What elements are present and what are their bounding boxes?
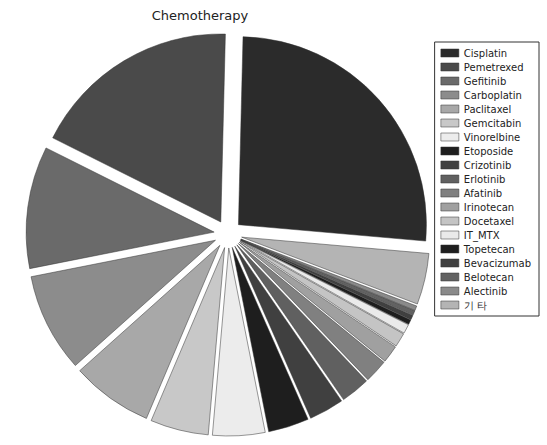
svg-text:Carboplatin: Carboplatin <box>464 90 522 101</box>
svg-text:Alectinib: Alectinib <box>464 286 507 297</box>
svg-text:Belotecan: Belotecan <box>464 272 514 283</box>
svg-text:Gemcitabin: Gemcitabin <box>464 118 521 129</box>
svg-text:Cisplatin: Cisplatin <box>464 48 507 59</box>
svg-text:IT_MTX: IT_MTX <box>464 230 500 242</box>
svg-text:Chemotherapy: Chemotherapy <box>152 8 249 23</box>
svg-text:Topetecan: Topetecan <box>463 244 515 255</box>
svg-text:Docetaxel: Docetaxel <box>464 216 514 227</box>
svg-text:Paclitaxel: Paclitaxel <box>464 104 511 115</box>
svg-text:Erlotinib: Erlotinib <box>464 174 506 185</box>
svg-text:Crizotinib: Crizotinib <box>464 160 511 171</box>
svg-text:Irinotecan: Irinotecan <box>464 202 514 213</box>
svg-text:Etoposide: Etoposide <box>464 146 513 157</box>
svg-text:Afatinib: Afatinib <box>464 188 502 199</box>
svg-text:Bevacizumab: Bevacizumab <box>464 258 531 269</box>
svg-text:Gefitinib: Gefitinib <box>464 76 506 87</box>
svg-text:기 타: 기 타 <box>464 300 487 311</box>
svg-text:Pemetrexed: Pemetrexed <box>464 62 524 73</box>
svg-text:Vinorelbine: Vinorelbine <box>464 132 520 143</box>
